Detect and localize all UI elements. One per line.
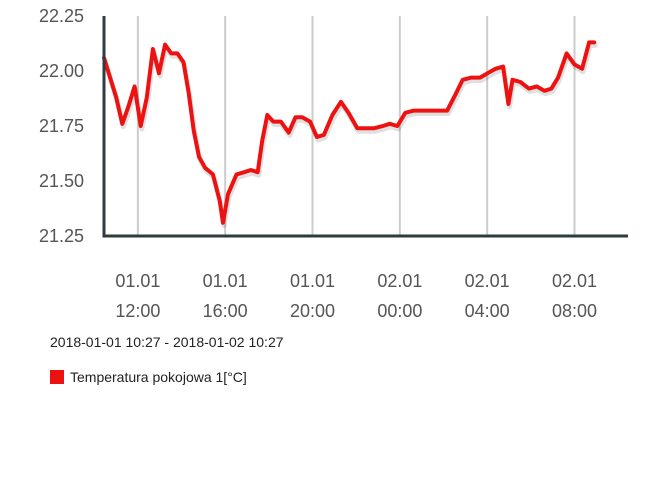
x-tick-time: 20:00 — [290, 301, 335, 321]
x-tick-time: 00:00 — [377, 301, 422, 321]
y-axis-ticks: 22.25 22.00 21.75 21.50 21.25 — [39, 6, 84, 246]
legend-label: Temperatura pokojowa 1[°C] — [70, 369, 247, 385]
x-tick-date: 02.01 — [377, 271, 422, 291]
y-tick-label: 21.75 — [39, 116, 84, 136]
series-layer — [102, 40, 598, 229]
x-axis-ticks: 01.01 12:00 01.01 16:00 01.01 20:00 02.01 00:00… — [115, 271, 597, 321]
y-tick-label: 22.00 — [39, 61, 84, 81]
x-tick-date: 01.01 — [290, 271, 335, 291]
x-tick-date: 02.01 — [552, 271, 597, 291]
series-line-temperature[interactable] — [102, 40, 597, 225]
x-tick-time: 16:00 — [203, 301, 248, 321]
legend-swatch — [50, 370, 64, 384]
y-tick-label: 21.50 — [39, 171, 84, 191]
y-tick-label: 21.25 — [39, 226, 84, 246]
y-tick-label: 22.25 — [39, 6, 84, 26]
legend[interactable]: Temperatura pokojowa 1[°C] — [50, 369, 247, 385]
x-tick-date: 01.01 — [203, 271, 248, 291]
date-range-label: 2018-01-01 10:27 - 2018-01-02 10:27 — [50, 334, 284, 350]
x-tick-time: 08:00 — [552, 301, 597, 321]
x-tick-date: 02.01 — [465, 271, 510, 291]
series-shadow — [102, 42, 598, 229]
x-tick-time: 12:00 — [115, 301, 160, 321]
x-tick-time: 04:00 — [465, 301, 510, 321]
x-tick-date: 01.01 — [115, 271, 160, 291]
